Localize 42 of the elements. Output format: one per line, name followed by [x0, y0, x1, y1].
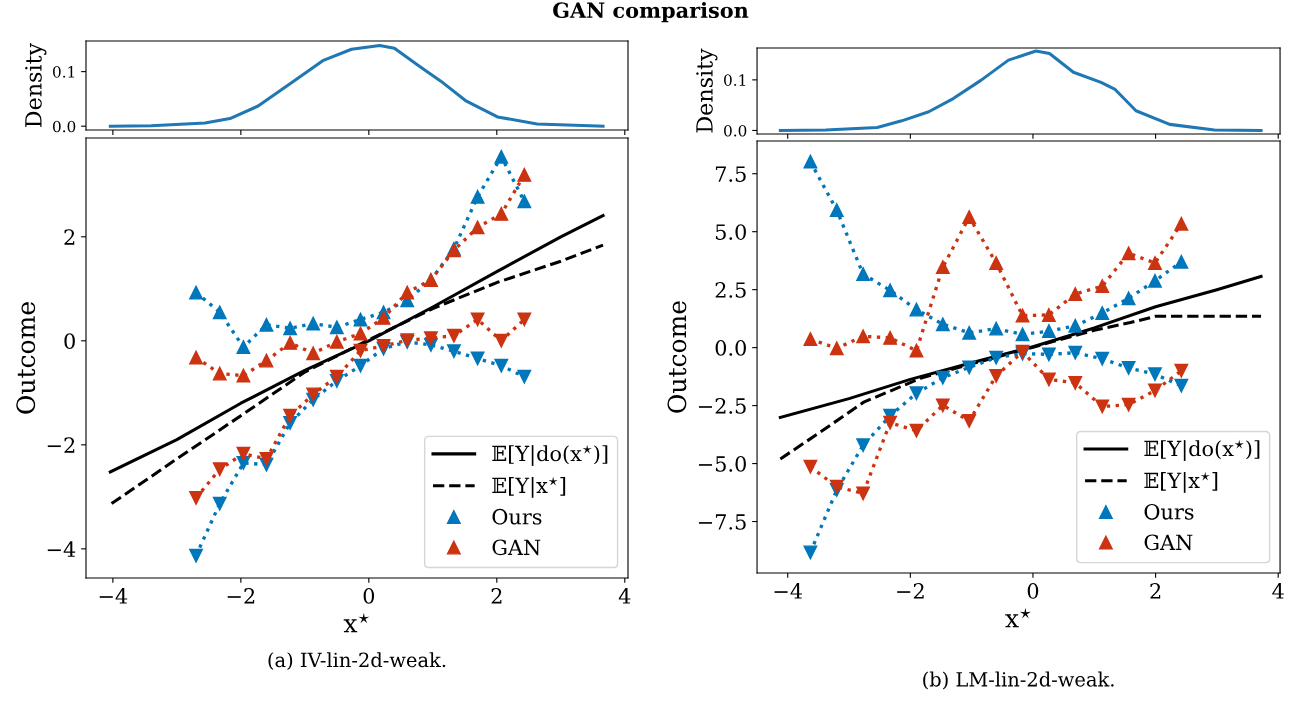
legend-label: GAN — [1144, 534, 1193, 551]
text: (a) IV-lin-2d-weak. — [268, 652, 446, 670]
x-tick-label: 0 — [363, 588, 375, 604]
y-axis-title: Density — [25, 42, 47, 127]
x-axis-title: x$^{⋆}$ — [343, 612, 370, 633]
chart-title: GAN comparison — [553, 1, 749, 23]
legend-label: Ours — [492, 508, 542, 525]
legend-label: 𝔼[Y|do(x$^{⋆}$)] — [492, 444, 608, 466]
x-tick-label: 2 — [491, 588, 502, 604]
x-tick-label: 0 — [1027, 583, 1039, 599]
x-tick-label: 4 — [618, 588, 631, 604]
y-tick-label: 2.5 — [715, 282, 746, 298]
y-tick-label: −5.0 — [698, 456, 746, 472]
y-tick-label: 2 — [64, 229, 75, 245]
y-tick-label: 7.5 — [715, 166, 746, 182]
y-axis-title: Density — [696, 48, 718, 133]
y-tick-label: 0.0 — [52, 120, 76, 133]
y-tick-label: 5.0 — [715, 224, 746, 240]
y-tick-label: −2.5 — [698, 398, 746, 414]
x-axis-title: x$^{⋆}$ — [1005, 607, 1031, 628]
x-tick-label: −2 — [897, 583, 924, 599]
x-tick-label: 2 — [1150, 583, 1161, 599]
y-tick-label: 0.0 — [715, 340, 746, 356]
legend-label: 𝔼[Y|x$^{⋆}$] — [492, 476, 566, 498]
y-axis-title: Outcome — [667, 301, 687, 413]
legend-label: 𝔼[Y|do(x$^{⋆}$)] — [1144, 439, 1260, 461]
y-tick-label: 0.0 — [724, 124, 747, 137]
y-axis-title: Outcome — [16, 302, 36, 414]
legend-label: Ours — [1144, 503, 1194, 520]
y-tick-label: −4 — [47, 541, 76, 557]
x-tick-label: −4 — [774, 583, 803, 599]
y-tick-label: 0.1 — [724, 74, 746, 86]
x-tick-label: −2 — [227, 588, 255, 604]
y-tick-label: −2 — [47, 437, 75, 453]
x-tick-label: −4 — [99, 588, 128, 604]
legend-label: 𝔼[Y|x$^{⋆}$] — [1144, 471, 1218, 493]
y-tick-label: −7.5 — [698, 514, 746, 530]
y-tick-label: 0.1 — [52, 66, 75, 78]
y-tick-label: 0 — [64, 333, 75, 350]
text: (b) LM-lin-2d-weak. — [923, 671, 1114, 690]
x-tick-label: 4 — [1272, 583, 1284, 599]
legend-label: GAN — [492, 539, 541, 556]
